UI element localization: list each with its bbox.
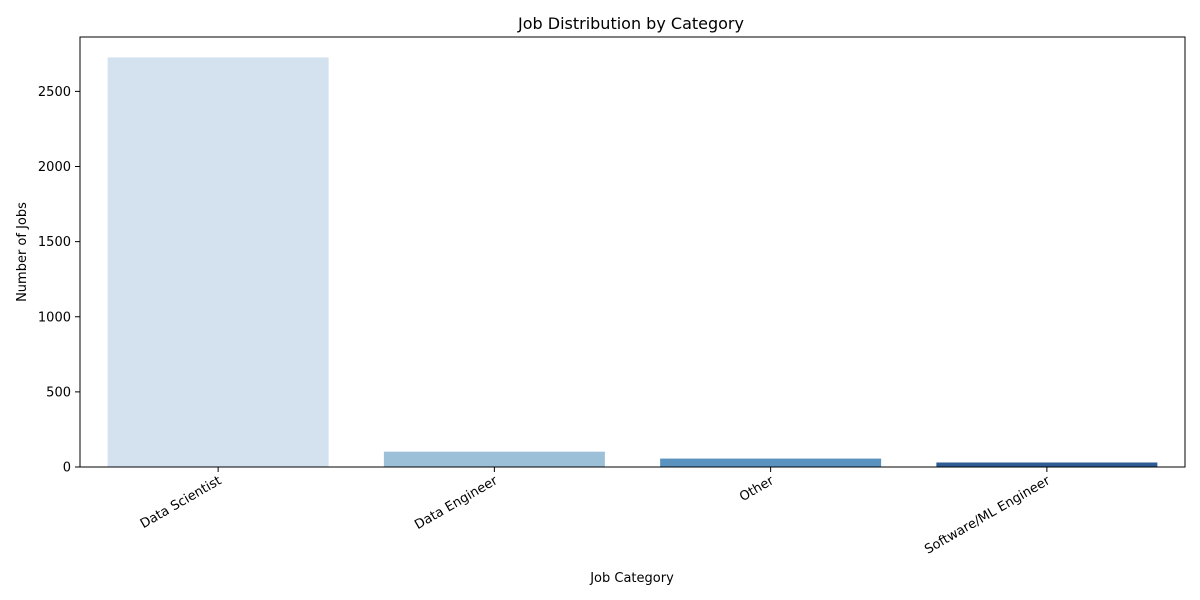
y-tick-label: 1000 — [38, 310, 71, 325]
plot-frame — [79, 36, 1186, 468]
x-axis: Data Scientist Data Engineer Other Software… — [138, 467, 1053, 558]
y-axis-label: Number of Jobs — [15, 202, 30, 302]
x-axis-label: Job Category — [589, 571, 674, 586]
y-tick-label: 0 — [63, 461, 71, 476]
bar-other — [660, 458, 882, 467]
y-tick-label: 2000 — [38, 160, 71, 175]
chart-title: Job Distribution by Category — [517, 14, 744, 33]
bar-data-scientist — [107, 57, 329, 468]
x-tick-label: Other — [737, 473, 777, 505]
bars-layer — [107, 57, 1158, 468]
bar-data-engineer — [383, 451, 605, 467]
y-tick-label: 500 — [46, 385, 71, 400]
x-tick-label: Software/ML Engineer — [922, 473, 1053, 557]
x-tick-label: Data Engineer — [412, 473, 501, 533]
x-tick-label: Data Scientist — [138, 473, 224, 531]
y-axis: 0 500 1000 1500 2000 2500 — [38, 85, 80, 476]
bar-software-ml-engineer — [936, 462, 1158, 467]
y-tick-label: 1500 — [38, 235, 71, 250]
y-tick-label: 2500 — [38, 85, 71, 100]
